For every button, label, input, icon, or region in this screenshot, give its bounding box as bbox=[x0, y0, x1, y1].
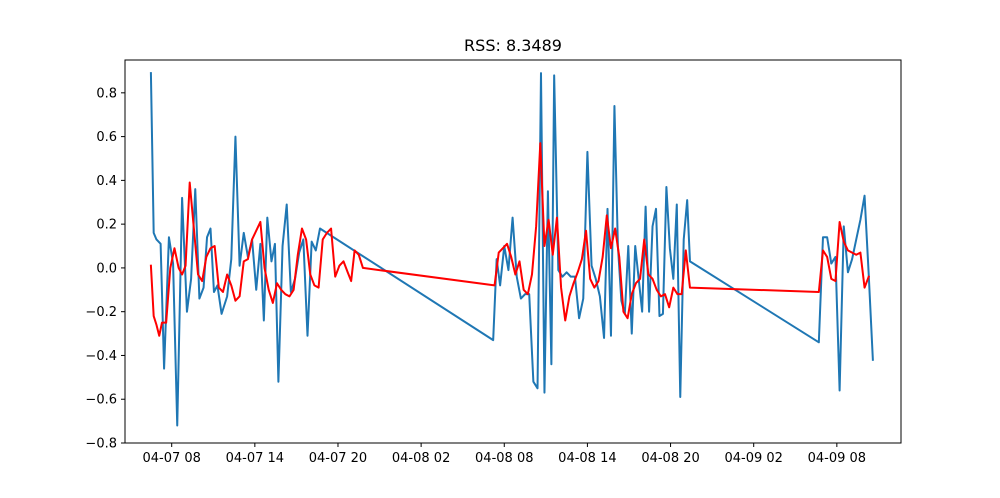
y-axis: −0.8 −0.6 −0.4 −0.2 0.0 0.2 0.4 0.6 0.8 bbox=[85, 86, 125, 452]
y-tick-label: −0.6 bbox=[85, 393, 117, 408]
x-tick-label: 04-08 08 bbox=[475, 451, 533, 466]
y-tick-label: 0.8 bbox=[96, 86, 117, 101]
chart-title: RSS: 8.3489 bbox=[464, 36, 562, 55]
x-axis: 04-07 08 04-07 14 04-07 20 04-08 02 04-08 08… bbox=[142, 443, 866, 466]
y-tick-label: −0.8 bbox=[85, 437, 117, 452]
y-tick-label: −0.4 bbox=[85, 349, 117, 364]
x-tick-label: 04-07 08 bbox=[142, 451, 200, 466]
series-line-1 bbox=[149, 72, 874, 427]
y-tick-label: −0.2 bbox=[85, 305, 117, 320]
series-line-2 bbox=[149, 142, 870, 337]
x-tick-label: 04-07 20 bbox=[309, 451, 367, 466]
plot-frame bbox=[124, 59, 902, 444]
y-tick-label: 0.6 bbox=[96, 130, 117, 145]
x-tick-label: 04-07 14 bbox=[226, 451, 284, 466]
y-tick-label: 0.2 bbox=[96, 218, 117, 233]
x-tick-label: 04-08 20 bbox=[641, 451, 699, 466]
y-tick-label: 0.0 bbox=[96, 261, 117, 276]
series-layer bbox=[149, 72, 874, 427]
x-tick-label: 04-09 08 bbox=[808, 451, 866, 466]
x-tick-label: 04-09 02 bbox=[724, 451, 782, 466]
y-tick-label: 0.4 bbox=[96, 174, 117, 189]
x-tick-label: 04-08 14 bbox=[558, 451, 616, 466]
x-tick-label: 04-08 02 bbox=[392, 451, 450, 466]
